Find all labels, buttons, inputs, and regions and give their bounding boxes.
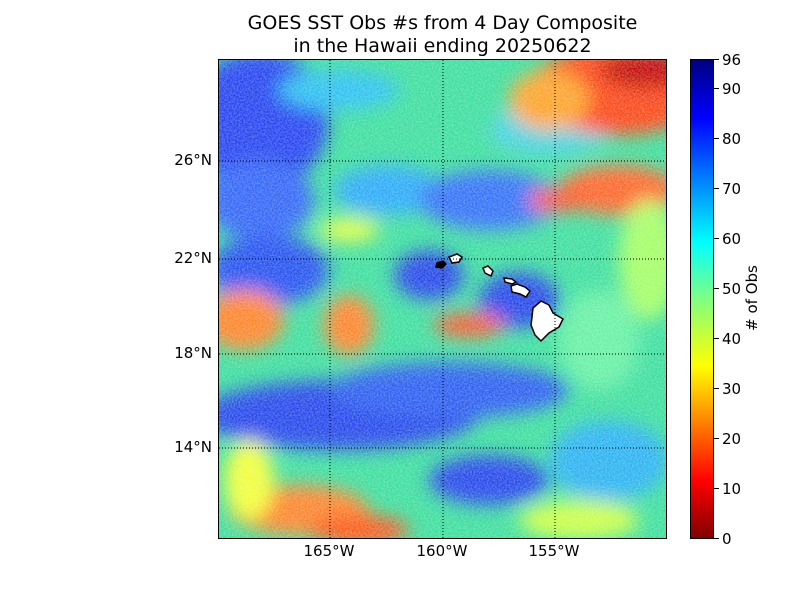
lon-label-165w: 165°W (303, 542, 355, 560)
colorbar-label-60: 60 (722, 230, 742, 248)
lon-label-155w: 155°W (528, 542, 580, 560)
colorbar-tick (714, 438, 719, 439)
colorbar-tick (714, 88, 719, 89)
lat-label-18n: 18°N (174, 344, 212, 362)
colorbar-tick (714, 238, 719, 239)
colorbar-title: # of Obs (743, 265, 761, 331)
colorbar-tick (714, 388, 719, 389)
map-title-line2: in the Hawaii ending 20250622 (293, 35, 592, 57)
colorbar-label-80: 80 (722, 130, 742, 148)
colorbar-tick (714, 538, 719, 539)
colorbar-label-96: 96 (722, 51, 742, 69)
map-title-line1: GOES SST Obs #s from 4 Day Composite (247, 12, 638, 34)
colorbar-label-40: 40 (722, 330, 742, 348)
map-canvas (219, 60, 666, 538)
lat-label-14n: 14°N (174, 438, 212, 456)
colorbar-label-20: 20 (722, 430, 742, 448)
colorbar-tick (714, 188, 719, 189)
colorbar (690, 59, 714, 539)
colorbar-label-50: 50 (722, 280, 742, 298)
sst-obs-map (218, 59, 667, 539)
colorbar-tick (714, 288, 719, 289)
colorbar-label-10: 10 (722, 480, 742, 498)
colorbar-label-30: 30 (722, 380, 742, 398)
lon-label-160w: 160°W (416, 542, 468, 560)
colorbar-label-70: 70 (722, 180, 742, 198)
colorbar-tick (714, 488, 719, 489)
colorbar-tick (714, 338, 719, 339)
hawaiian-islands (435, 253, 564, 343)
colorbar-tick (714, 138, 719, 139)
colorbar-label-90: 90 (722, 80, 742, 98)
colorbar-label-0: 0 (722, 530, 732, 548)
colorbar-tick (714, 59, 719, 60)
lat-label-26n: 26°N (174, 151, 212, 169)
lat-label-22n: 22°N (174, 249, 212, 267)
